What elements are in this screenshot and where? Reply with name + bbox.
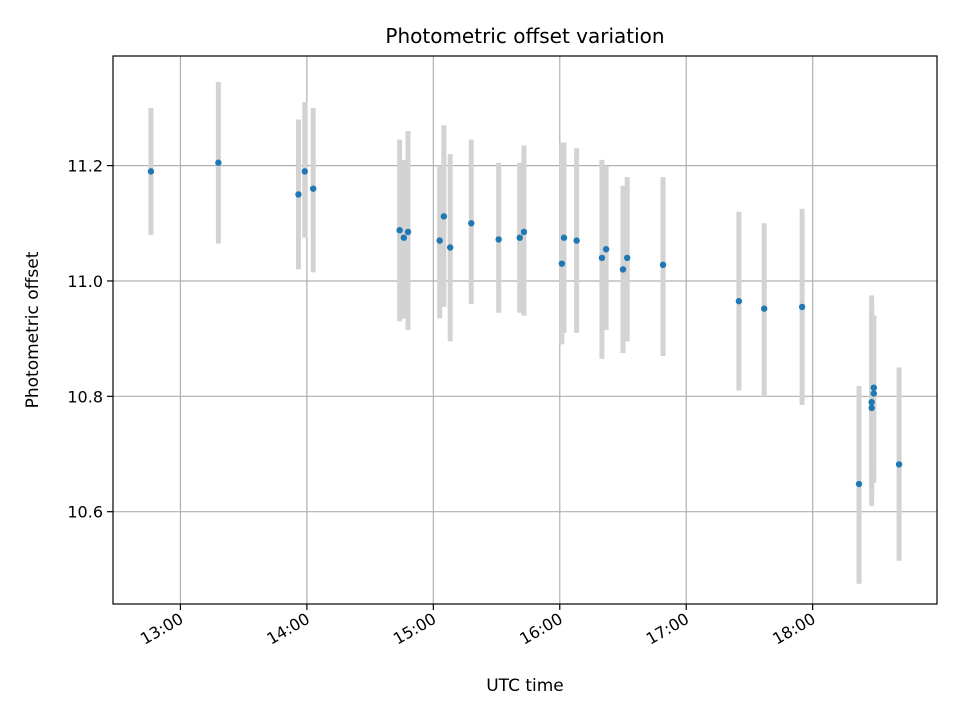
data-point	[598, 254, 606, 262]
data-point	[560, 234, 568, 241]
data-point	[798, 303, 806, 311]
data-point	[659, 261, 667, 269]
data-point	[400, 234, 408, 241]
y-axis-ticks: 10.6 10.8 11.0 11.2	[67, 157, 113, 522]
y-tick-label: 10.6	[67, 503, 103, 522]
data-point	[624, 254, 631, 262]
data-point	[495, 236, 502, 243]
data-point	[520, 228, 528, 236]
data-point	[147, 168, 155, 175]
data-point	[516, 234, 523, 241]
data-point	[855, 480, 863, 488]
data-point	[868, 404, 875, 412]
data-point	[573, 237, 580, 244]
data-point	[735, 297, 743, 305]
data-point	[436, 237, 443, 244]
data-point	[602, 246, 610, 253]
data-point	[396, 227, 403, 234]
chart-title: Photometric offset variation	[385, 24, 664, 48]
data-point	[404, 228, 412, 236]
data-point	[895, 461, 903, 468]
data-point	[619, 266, 627, 273]
x-axis-label: UTC time	[486, 676, 564, 696]
y-tick-label: 11.2	[67, 157, 103, 176]
data-point	[468, 220, 475, 227]
data-point	[868, 398, 875, 406]
data-point	[440, 213, 448, 220]
data-point	[558, 260, 566, 267]
data-point	[215, 159, 222, 166]
data-points	[147, 159, 903, 488]
data-point	[301, 168, 308, 175]
data-point	[446, 244, 454, 251]
data-point	[870, 390, 877, 397]
plot-frame	[112, 55, 938, 605]
y-tick-label: 10.8	[67, 387, 103, 406]
y-tick-label: 11.0	[67, 272, 103, 291]
data-point	[870, 384, 877, 391]
data-point	[295, 191, 302, 198]
data-point	[760, 305, 768, 312]
data-point	[310, 185, 317, 192]
y-axis-label: Photometric offset	[23, 251, 43, 408]
